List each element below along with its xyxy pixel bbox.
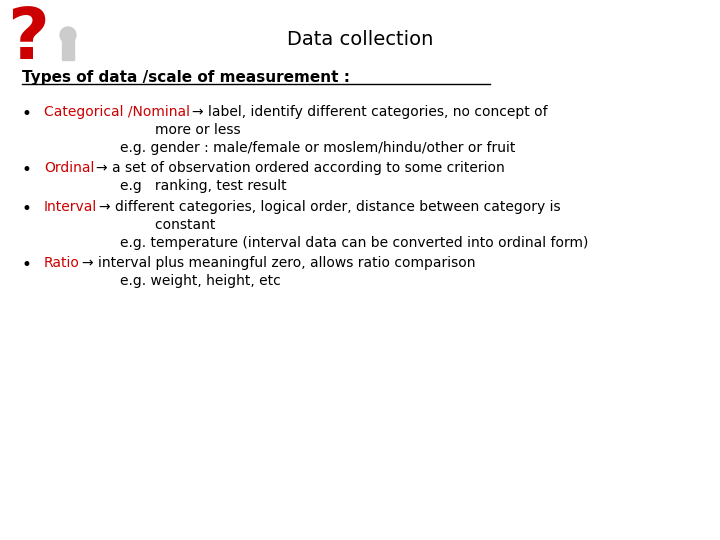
Text: Data collection: Data collection xyxy=(287,30,433,49)
Text: more or less: more or less xyxy=(120,123,240,137)
Circle shape xyxy=(60,27,76,43)
Text: Categorical /Nominal: Categorical /Nominal xyxy=(44,105,190,119)
Text: •: • xyxy=(22,161,32,179)
Text: •: • xyxy=(22,256,32,274)
Text: •: • xyxy=(22,200,32,218)
Text: •: • xyxy=(22,105,32,123)
Text: ?: ? xyxy=(7,5,49,74)
Text: → interval plus meaningful zero, allows ratio comparison: → interval plus meaningful zero, allows … xyxy=(82,256,475,270)
Text: e.g. gender : male/female or moslem/hindu/other or fruit: e.g. gender : male/female or moslem/hind… xyxy=(120,141,516,155)
Text: → a set of observation ordered according to some criterion: → a set of observation ordered according… xyxy=(96,161,505,175)
Text: e.g   ranking, test result: e.g ranking, test result xyxy=(120,179,287,193)
Bar xyxy=(62,40,74,60)
Text: e.g. weight, height, etc: e.g. weight, height, etc xyxy=(120,274,281,288)
Text: Interval: Interval xyxy=(44,200,97,214)
Text: → different categories, logical order, distance between category is: → different categories, logical order, d… xyxy=(99,200,561,214)
Text: Ordinal: Ordinal xyxy=(44,161,94,175)
Text: Types of data /scale of measurement :: Types of data /scale of measurement : xyxy=(22,70,350,85)
Text: e.g. temperature (interval data can be converted into ordinal form): e.g. temperature (interval data can be c… xyxy=(120,237,588,251)
Text: constant: constant xyxy=(120,218,215,232)
Text: Ratio: Ratio xyxy=(44,256,80,270)
Text: → label, identify different categories, no concept of: → label, identify different categories, … xyxy=(192,105,548,119)
